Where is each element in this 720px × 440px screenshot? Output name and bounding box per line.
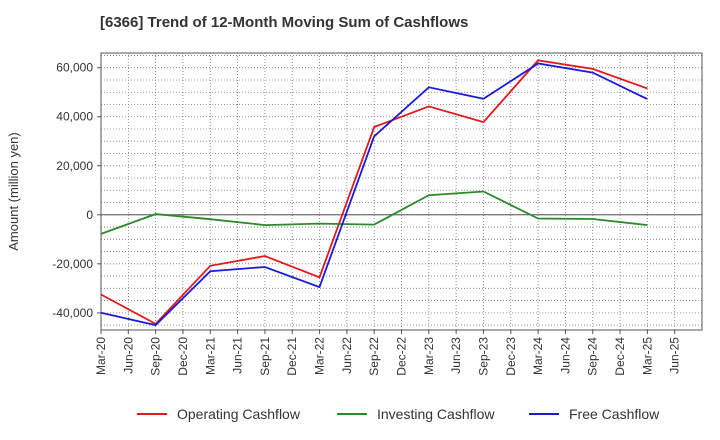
chart-title: [6366] Trend of 12-Month Moving Sum of C… [100, 14, 469, 31]
legend-label: Operating Cashflow [177, 406, 301, 422]
legend-label: Free Cashflow [569, 406, 660, 422]
y-tick-label: 0 [86, 208, 93, 222]
x-tick-label: Jun-21 [231, 337, 245, 374]
x-tick-label: Sep-24 [586, 337, 600, 376]
x-tick-label: Mar-20 [94, 337, 108, 375]
y-tick-label: -20,000 [52, 257, 93, 271]
series-line-free-cashflow [100, 62, 648, 327]
series-line-operating-cashflow [100, 59, 648, 326]
x-tick-label: Jun-22 [340, 337, 354, 374]
x-tick-label: Jun-20 [121, 337, 135, 374]
x-tick-label: Dec-21 [285, 337, 299, 376]
legend-item-free-cashflow: Free Cashflow [529, 406, 660, 422]
x-tick-label: Mar-23 [422, 337, 436, 375]
x-tick-label: Sep-23 [476, 337, 490, 376]
x-tick-label: Mar-21 [203, 337, 217, 375]
legend-item-investing-cashflow: Investing Cashflow [337, 406, 495, 422]
x-tick-label: Jun-23 [449, 337, 463, 374]
legend-item-operating-cashflow: Operating Cashflow [137, 406, 301, 422]
x-tick-label: Sep-22 [367, 337, 381, 376]
x-tick-label: Jun-24 [558, 337, 572, 374]
series-line-investing-cashflow [100, 190, 648, 235]
y-tick-label: 40,000 [56, 110, 93, 124]
y-tick-label: -40,000 [52, 306, 93, 320]
x-tick-label: Dec-20 [176, 337, 190, 376]
x-tick-label: Mar-25 [640, 337, 654, 375]
y-tick-label: 20,000 [56, 159, 93, 173]
x-tick-label: Dec-23 [504, 337, 518, 376]
x-tick-label: Jun-25 [668, 337, 682, 374]
x-tick-label: Dec-22 [395, 337, 409, 376]
legend-label: Investing Cashflow [377, 406, 495, 422]
x-tick-label: Sep-20 [149, 337, 163, 376]
x-tick-label: Dec-24 [613, 337, 627, 376]
x-tick-label: Sep-21 [258, 337, 272, 376]
x-tick-label: Mar-24 [531, 337, 545, 375]
y-axis-label: Amount (million yen) [6, 132, 21, 251]
y-tick-label: 60,000 [56, 61, 93, 75]
x-tick-label: Mar-22 [313, 337, 327, 375]
